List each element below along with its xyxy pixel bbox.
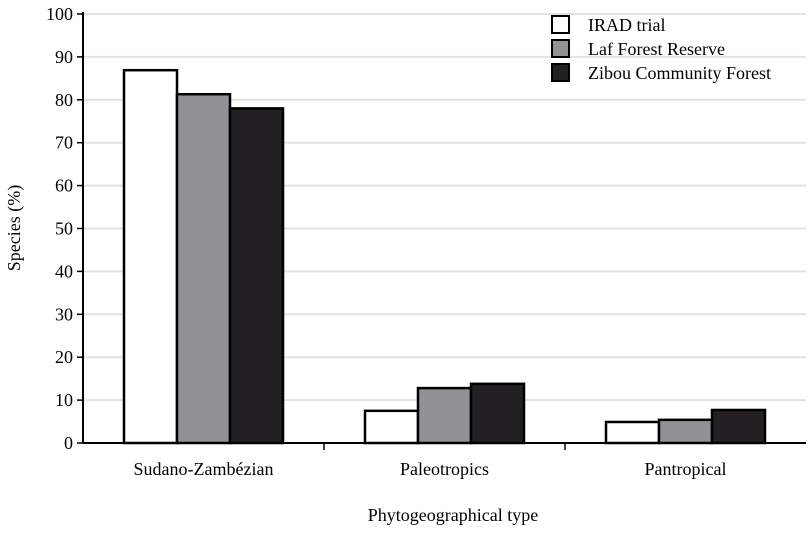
legend-label: Laf Forest Reserve — [588, 39, 725, 59]
x-tick-label: Pantropical — [645, 459, 727, 479]
y-axis-label: Species (%) — [4, 185, 25, 271]
legend-swatch — [551, 63, 570, 82]
x-tick-label: Sudano-Zambézian — [134, 459, 274, 479]
legend-label: Zibou Community Forest — [588, 63, 771, 83]
legend: IRAD trial Laf Forest Reserve Zibou Commun… — [551, 15, 771, 83]
x-tick-labels: Sudano-Zambézian Paleotropics Pantropical — [134, 459, 727, 479]
legend-swatch — [551, 39, 570, 58]
y-tick-label: 30 — [55, 304, 73, 324]
x-axis-label: Phytogeographical type — [368, 505, 538, 525]
legend-label: IRAD trial — [588, 15, 665, 35]
y-tick-labels: 0 10 20 30 40 50 60 70 80 90 100 — [46, 4, 73, 453]
y-tick-label: 80 — [55, 90, 73, 110]
bar-irad-trial — [363, 409, 420, 445]
y-tick-label: 0 — [64, 433, 73, 453]
bar-irad-trial — [122, 68, 179, 445]
bar-laf-forest-reserve — [416, 386, 473, 445]
y-tick-label: 60 — [55, 176, 73, 196]
bar-laf-forest-reserve — [657, 418, 714, 445]
y-tick-label: 50 — [55, 219, 73, 239]
y-tick-label: 100 — [46, 4, 73, 24]
x-tick-label: Paleotropics — [400, 459, 489, 479]
y-tick-label: 70 — [55, 133, 73, 153]
bar-zibou-community-forest — [710, 408, 767, 445]
y-tick-label: 10 — [55, 390, 73, 410]
bar-zibou-community-forest — [469, 382, 526, 445]
y-tick-label: 90 — [55, 47, 73, 67]
y-tick-label: 40 — [55, 261, 73, 281]
legend-swatch — [551, 15, 570, 34]
bar-laf-forest-reserve — [175, 92, 232, 445]
bar-irad-trial — [604, 420, 661, 445]
bars — [122, 68, 767, 445]
bar-zibou-community-forest — [228, 107, 285, 445]
axes — [77, 12, 806, 450]
y-tick-label: 20 — [55, 347, 73, 367]
